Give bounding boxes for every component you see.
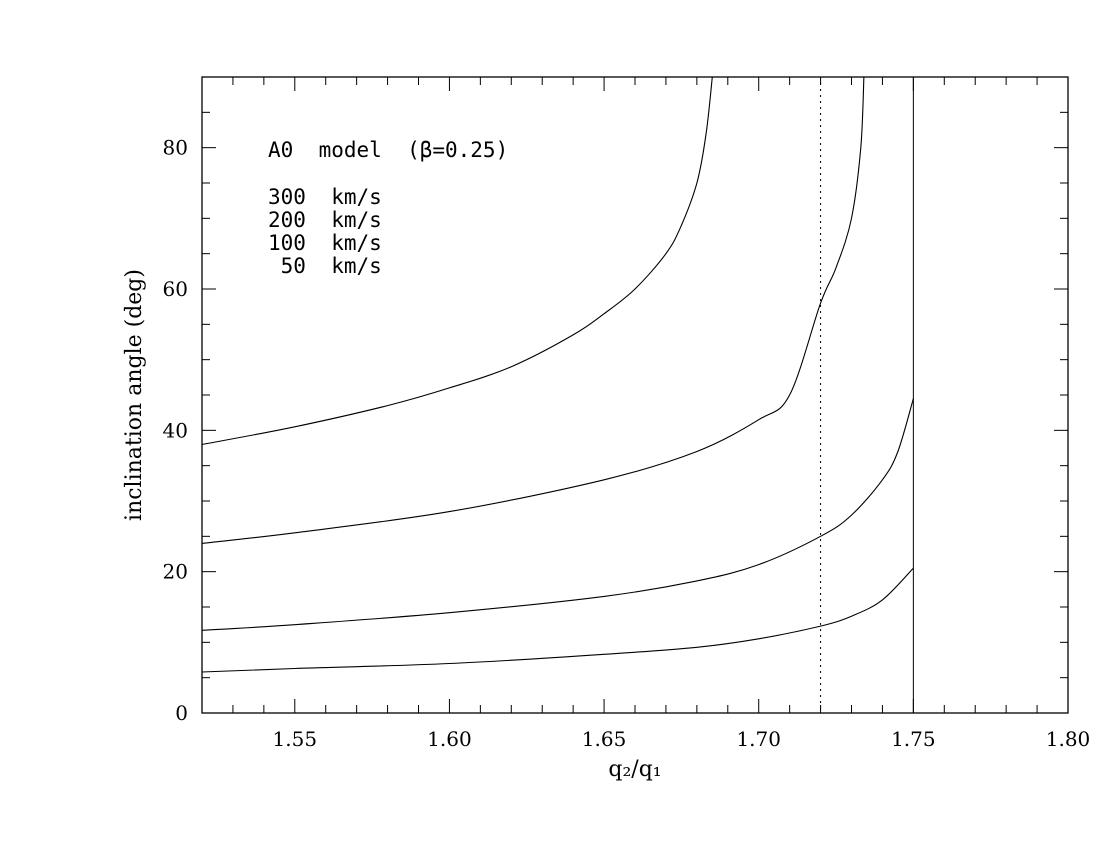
y-tick-label: 0 [175,701,188,725]
plot-frame [201,76,1069,714]
series-line-3 [201,567,914,673]
x-tick-label: 1.65 [582,727,627,751]
x-tick-label: 1.80 [1046,727,1091,751]
y-tick-label: 60 [163,277,188,301]
reference-lines [820,77,914,713]
axis-ticks [201,76,1069,714]
legend-50: 50 km/s [268,254,382,278]
x-tick-label: 1.75 [891,727,936,751]
legend-200: 200 km/s [268,208,382,232]
y-tick-label: 40 [163,418,188,442]
y-tick-label: 20 [163,560,188,584]
model-annotation: A0 model (β=0.25) [268,138,508,162]
series-line-1 [201,76,865,544]
series-lines [201,76,914,673]
legend-100: 100 km/s [268,231,382,255]
x-tick-label: 1.55 [273,727,318,751]
x-axis-label: q₂/q₁ [608,757,661,782]
y-axis-label: inclination angle (deg) [122,269,147,521]
legend-300: 300 km/s [268,185,382,209]
y-tick-label: 80 [163,136,188,160]
tick-labels: 1.55 1.60 1.65 1.70 1.75 1.80 0 20 40 60 80 [163,136,1091,751]
series-line-0 [201,76,713,446]
x-tick-label: 1.70 [736,727,781,751]
x-tick-label: 1.60 [427,727,472,751]
series-line-2 [201,398,914,631]
